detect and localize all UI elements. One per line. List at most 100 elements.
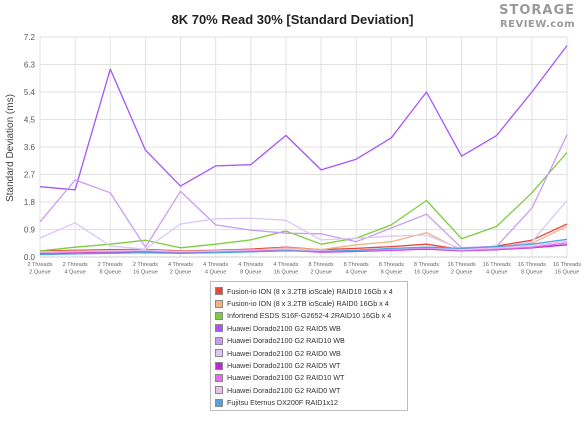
legend-label: Huawei Dorado2100 G2 RAID0 WT xyxy=(227,385,341,395)
legend-label: Huawei Dorado2100 G2 RAID10 WT xyxy=(227,373,345,383)
x-tick-label: 8 Threads 4 Queue xyxy=(344,262,369,276)
x-tick-label-line: 2 Queue xyxy=(29,270,50,276)
legend-item: Huawei Dorado2100 G2 RAID10 WB xyxy=(215,335,403,347)
x-tick-label-line: 16 Queue xyxy=(555,270,580,276)
legend-label: Huawei Dorado2100 G2 RAID0 WB xyxy=(227,348,341,358)
x-tick-label-line: 4 Queue xyxy=(205,270,226,276)
x-tick-label: 4 Threads 8 Queue xyxy=(238,262,263,276)
legend-label: Fusion-io ION (8 x 3.2TB ioScale) RAID10… xyxy=(227,286,393,296)
x-tick-label-line: 2 Threads xyxy=(133,262,158,268)
x-tick-label: 4 Threads 2 Queue xyxy=(168,262,193,276)
logo-line-1: STORAGE xyxy=(499,3,575,18)
chart-legend: Fusion-io ION (8 x 3.2TB ioScale) RAID10… xyxy=(210,281,408,411)
legend-label: Fusion-io ION (8 x 3.2TB ioScale) RAID0 … xyxy=(227,299,389,309)
storagereview-logo: STORAGE REVIEW.com xyxy=(497,4,575,34)
legend-swatch xyxy=(215,386,223,395)
x-tick-label-line: 16 Threads xyxy=(483,262,511,268)
y-tick-label: 0.9 xyxy=(24,226,36,235)
y-tick-label: 7.2 xyxy=(24,33,36,42)
logo-line-2: REVIEW.com xyxy=(499,19,575,30)
x-tick-label-line: 16 Queue xyxy=(274,270,299,276)
x-tick-label-line: 8 Queue xyxy=(240,270,261,276)
y-tick-label: 4.5 xyxy=(24,116,36,125)
x-tick-label: 2 Threads 16 Queue xyxy=(133,262,158,276)
x-tick-label: 8 Threads 8 Queue xyxy=(379,262,404,276)
x-tick-label: 8 Threads 16 Queue xyxy=(414,262,439,276)
line-chart: 0.0 0.9 1.8 2.7 3.6 4.5 5.4 6.3 7.2 2 Threads 2 Q… xyxy=(5,33,581,276)
legend-item: Huawei Dorado2100 G2 RAID5 WT xyxy=(215,359,403,371)
legend-item: Fujitsu Eternus DX200F RAID1x12 xyxy=(215,397,403,409)
legend-item: Huawei Dorado2100 G2 RAID0 WT xyxy=(215,384,403,396)
x-tick-label-line: 8 Threads xyxy=(344,262,369,268)
legend-item: Infortrend ESDS S16F-G2652-4 2RAID10 16G… xyxy=(215,310,403,322)
x-tick-label: 4 Threads 4 Queue xyxy=(203,262,228,276)
chart-grid xyxy=(39,36,568,258)
legend-item: Fusion-io ION (8 x 3.2TB ioScale) RAID10… xyxy=(215,285,403,297)
legend-label: Huawei Dorado2100 G2 RAID5 WT xyxy=(227,361,341,371)
x-tick-label-line: 4 Queue xyxy=(64,270,85,276)
y-axis-ticks: 0.0 0.9 1.8 2.7 3.6 4.5 5.4 6.3 7.2 xyxy=(24,33,36,262)
x-tick-label-line: 2 Queue xyxy=(451,270,472,276)
x-tick-label-line: 4 Queue xyxy=(486,270,507,276)
x-tick-label-line: 8 Threads xyxy=(379,262,404,268)
x-tick-label: 16 Threads 4 Queue xyxy=(483,262,511,276)
x-tick-label: 8 Threads 2 Queue xyxy=(309,262,334,276)
x-tick-label-line: 16 Threads xyxy=(518,262,546,268)
x-tick-label-line: 2 Threads xyxy=(63,262,88,268)
x-tick-label-line: 2 Threads xyxy=(98,262,123,268)
x-tick-label-line: 4 Threads xyxy=(238,262,263,268)
x-tick-label-line: 16 Queue xyxy=(133,270,158,276)
series-line-9 xyxy=(39,240,568,253)
x-tick-label-line: 8 Threads xyxy=(309,262,334,268)
x-tick-label-line: 8 Queue xyxy=(381,270,402,276)
x-tick-label: 2 Threads 4 Queue xyxy=(63,262,88,276)
y-tick-label: 3.6 xyxy=(24,143,36,152)
legend-swatch xyxy=(215,287,223,296)
x-tick-label: 16 Threads 16 Queue xyxy=(553,262,581,276)
chart-series-lines xyxy=(39,45,568,256)
x-tick-label-line: 16 Queue xyxy=(414,270,439,276)
x-tick-label-line: 8 Threads xyxy=(414,262,439,268)
y-axis-label: Standard Deviation (ms) xyxy=(5,94,16,202)
y-tick-label: 6.3 xyxy=(24,61,36,70)
x-tick-label-line: 16 Threads xyxy=(447,262,475,268)
x-tick-label-line: 2 Queue xyxy=(310,270,331,276)
y-tick-label: 5.4 xyxy=(24,88,36,97)
legend-label: Fujitsu Eternus DX200F RAID1x12 xyxy=(227,398,339,408)
x-tick-label-line: 4 Queue xyxy=(345,270,366,276)
series-line-6 xyxy=(39,200,568,250)
legend-swatch xyxy=(215,373,223,382)
legend-swatch xyxy=(215,311,223,320)
legend-swatch xyxy=(215,324,223,333)
series-line-4 xyxy=(39,45,568,191)
legend-swatch xyxy=(215,398,223,407)
legend-swatch xyxy=(215,361,223,370)
x-tick-label-line: 4 Threads xyxy=(203,262,228,268)
series-line-3 xyxy=(39,152,568,252)
x-tick-label-line: 2 Threads xyxy=(27,262,52,268)
x-tick-label: 4 Threads 16 Queue xyxy=(273,262,298,276)
x-tick-label-line: 4 Threads xyxy=(273,262,298,268)
legend-label: Huawei Dorado2100 G2 RAID5 WB xyxy=(227,323,341,333)
x-tick-label-line: 8 Queue xyxy=(100,270,121,276)
legend-item: Huawei Dorado2100 G2 RAID0 WB xyxy=(215,347,403,359)
x-tick-label: 2 Threads 8 Queue xyxy=(98,262,123,276)
legend-item: Huawei Dorado2100 G2 RAID5 WB xyxy=(215,322,403,334)
chart-title: 8K 70% Read 30% [Standard Deviation] xyxy=(171,12,414,27)
legend-item: Fusion-io ION (8 x 3.2TB ioScale) RAID0 … xyxy=(215,297,403,309)
legend-item: Huawei Dorado2100 G2 RAID10 WT xyxy=(215,372,403,384)
y-tick-label: 1.8 xyxy=(24,198,36,207)
x-tick-label-line: 16 Threads xyxy=(553,262,581,268)
x-tick-label-line: 2 Queue xyxy=(170,270,191,276)
series-line-10 xyxy=(39,238,568,256)
x-tick-label: 2 Threads 2 Queue xyxy=(27,262,52,276)
x-tick-label: 16 Threads 2 Queue xyxy=(447,262,475,276)
x-tick-label: 16 Threads 8 Queue xyxy=(518,262,546,276)
legend-swatch xyxy=(215,299,223,308)
legend-label: Infortrend ESDS S16F-G2652-4 2RAID10 16G… xyxy=(227,311,392,321)
x-tick-label-line: 8 Queue xyxy=(521,270,542,276)
legend-swatch xyxy=(215,336,223,345)
x-tick-label-line: 4 Threads xyxy=(168,262,193,268)
y-tick-label: 0.0 xyxy=(24,253,36,262)
